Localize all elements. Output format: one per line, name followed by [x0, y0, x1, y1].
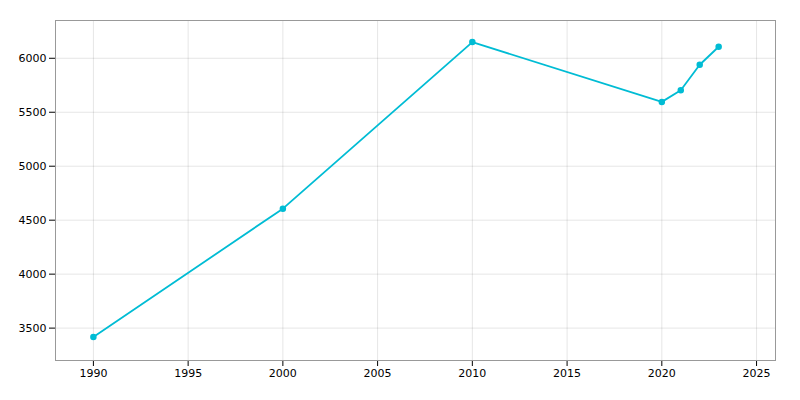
svg-text:4000: 4000	[19, 268, 47, 281]
svg-text:4500: 4500	[19, 214, 47, 227]
svg-text:1995: 1995	[174, 367, 202, 380]
svg-text:2020: 2020	[648, 367, 676, 380]
svg-text:2005: 2005	[364, 367, 392, 380]
svg-text:2025: 2025	[743, 367, 771, 380]
svg-text:2015: 2015	[553, 367, 581, 380]
svg-text:2000: 2000	[269, 367, 297, 380]
svg-text:5500: 5500	[19, 106, 47, 119]
svg-text:1990: 1990	[79, 367, 107, 380]
svg-text:3500: 3500	[19, 322, 47, 335]
svg-text:5000: 5000	[19, 160, 47, 173]
svg-text:6000: 6000	[19, 52, 47, 65]
svg-text:2010: 2010	[458, 367, 486, 380]
